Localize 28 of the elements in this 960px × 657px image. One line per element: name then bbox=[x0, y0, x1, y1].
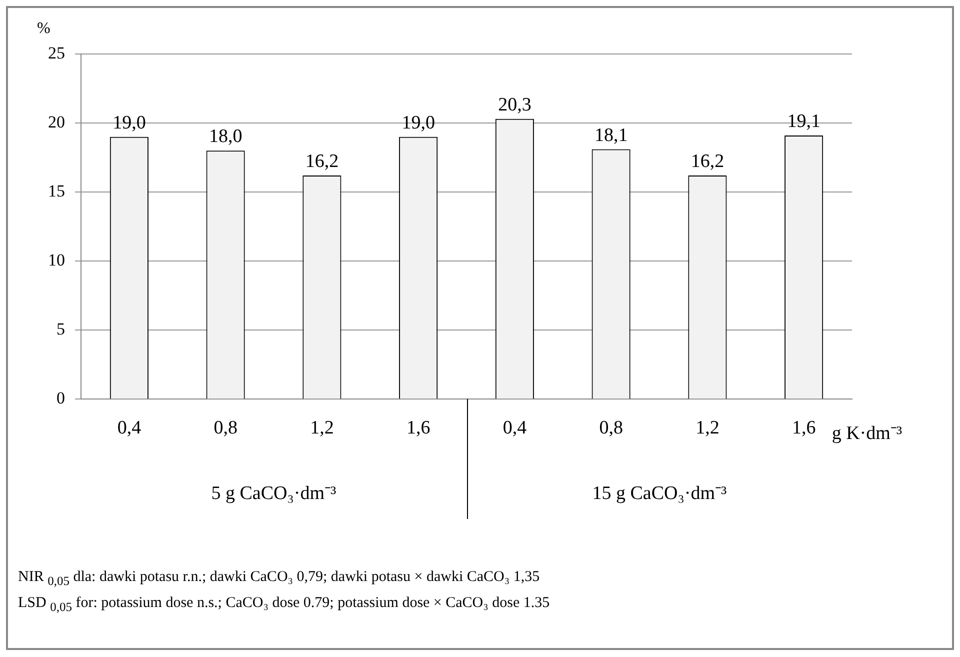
x-tick-label: 0,4 bbox=[117, 418, 142, 439]
y-axis-title: % bbox=[37, 20, 50, 38]
y-tick-label: 15 bbox=[48, 182, 65, 201]
x-tick-label: 1,2 bbox=[696, 418, 720, 439]
x-tick-label: 0,4 bbox=[502, 418, 528, 439]
data-label: 19,0 bbox=[112, 112, 146, 134]
text: LSD $_{0,05}$ for: potassium dose n.s.; CaCO₃ dose 0.79; potassium dose × CaCO₃ dose 1.35 bbox=[18, 595, 550, 616]
data-label: 20,3 bbox=[498, 94, 532, 116]
data-label: 16,2 bbox=[690, 150, 724, 172]
y-tick-label: 5 bbox=[56, 320, 65, 339]
y-tick-label: 0 bbox=[56, 388, 65, 408]
text: NIR $_{0,05}$ dla: dawki potasu r.n.; dawki CaCO₃ 0,79; dawki potasu × dawki CaCO₃ 1,35 bbox=[18, 569, 540, 590]
data-label: 16,2 bbox=[305, 150, 339, 172]
data-label: 18,0 bbox=[208, 126, 242, 148]
x-tick-label: 0,8 bbox=[599, 418, 623, 439]
y-tick-label: 10 bbox=[48, 250, 65, 270]
x-tick-label: 1,6 bbox=[792, 418, 816, 439]
text: 15 g CaCO₃·dm⁻³ bbox=[592, 482, 727, 506]
y-tick-label: 20 bbox=[48, 112, 65, 132]
x-axis-title: g K·dm⁻³ bbox=[832, 422, 902, 446]
y-tick-label: 25 bbox=[48, 43, 65, 62]
x-tick-label: 0,8 bbox=[214, 418, 238, 439]
data-label: 19,0 bbox=[402, 112, 435, 134]
data-label: 18,1 bbox=[594, 124, 628, 146]
data-label: 19,1 bbox=[787, 110, 820, 132]
x-tick-label: 1,2 bbox=[310, 418, 334, 439]
x-tick-label: 1,6 bbox=[406, 418, 430, 439]
text: 5 g CaCO₃·dm⁻³ bbox=[211, 482, 336, 506]
